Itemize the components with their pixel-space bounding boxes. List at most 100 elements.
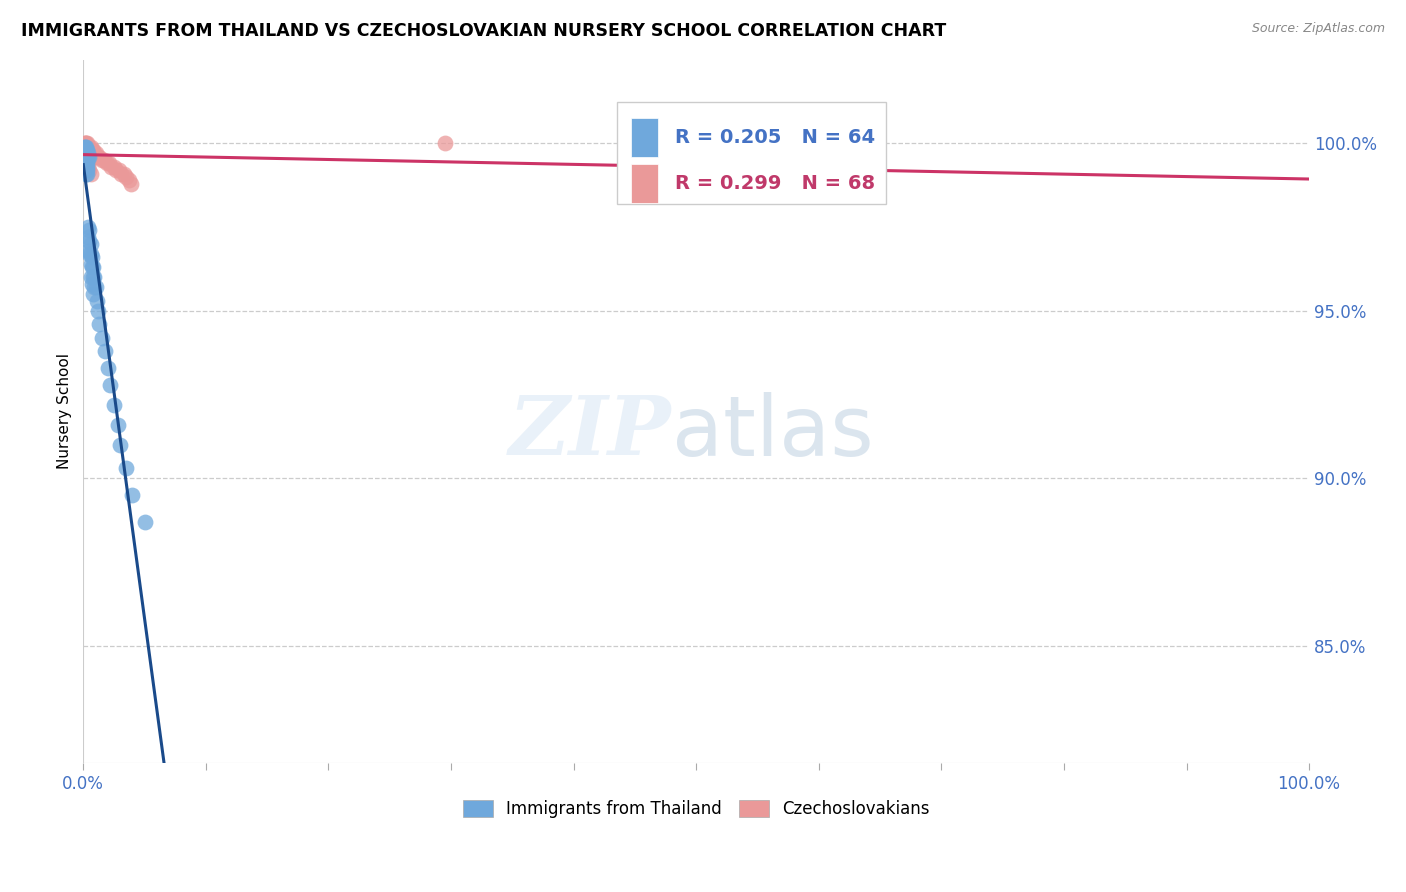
Point (93, 153, 115, 167)
Text: R = 0.299   N = 68: R = 0.299 N = 68 (675, 174, 876, 193)
Point (80, 277, 103, 291)
Point (73, 146, 96, 161)
Point (76, 143, 98, 157)
Point (79, 236, 101, 251)
Point (121, 488, 143, 502)
Point (75, 146, 97, 161)
Point (75, 143, 97, 157)
Point (79, 143, 101, 157)
Point (433, 136, 456, 151)
Point (79, 146, 101, 161)
Point (75, 146, 97, 161)
Point (76, 156, 98, 170)
Point (76, 139, 98, 153)
Point (79, 223, 101, 237)
Point (76, 156, 98, 170)
Point (76, 143, 98, 157)
Point (96, 156, 118, 170)
Point (75, 139, 97, 153)
Point (98, 156, 121, 170)
Point (117, 173, 139, 187)
Point (76, 146, 98, 161)
Point (115, 169, 138, 184)
Point (77, 146, 100, 161)
Point (75, 139, 97, 153)
Point (75, 139, 97, 153)
Bar (616, 102, 886, 204)
Point (79, 150, 101, 164)
Point (73, 139, 96, 153)
Point (77, 143, 100, 157)
Y-axis label: Nursery School: Nursery School (58, 353, 72, 469)
Point (79, 247, 101, 261)
Point (73, 139, 96, 153)
Point (77, 220, 100, 235)
Point (77, 143, 100, 157)
Point (89, 150, 111, 164)
Point (76, 136, 98, 151)
Point (77, 139, 100, 153)
Point (76, 143, 98, 157)
Point (73, 146, 96, 161)
Point (76, 139, 98, 153)
Point (75, 143, 97, 157)
Point (112, 167, 135, 181)
Text: IMMIGRANTS FROM THAILAND VS CZECHOSLOVAKIAN NURSERY SCHOOL CORRELATION CHART: IMMIGRANTS FROM THAILAND VS CZECHOSLOVAK… (21, 22, 946, 40)
Point (76, 160, 98, 174)
Point (75, 143, 97, 157)
Point (86, 293, 108, 308)
Point (75, 136, 97, 151)
Point (87, 303, 110, 318)
Point (73, 150, 96, 164)
Text: ZIP: ZIP (509, 392, 672, 473)
Point (84, 280, 107, 294)
Point (98, 377, 121, 392)
Point (83, 146, 105, 161)
Point (90, 331, 112, 345)
Legend: Immigrants from Thailand, Czechoslovakians: Immigrants from Thailand, Czechoslovakia… (456, 794, 936, 825)
Point (107, 417, 129, 432)
Point (73, 136, 96, 151)
Point (77, 150, 100, 164)
Point (80, 250, 103, 264)
Text: atlas: atlas (672, 392, 873, 473)
Point (87, 150, 110, 164)
Point (75, 143, 97, 157)
Point (77, 230, 100, 244)
Point (86, 150, 108, 164)
Point (82, 287, 104, 301)
Point (79, 247, 101, 261)
Bar (631, 164, 658, 202)
Point (73, 143, 96, 157)
Point (75, 167, 97, 181)
Point (73, 139, 96, 153)
Text: Source: ZipAtlas.com: Source: ZipAtlas.com (1251, 22, 1385, 36)
Point (79, 257, 101, 271)
Point (73, 153, 96, 167)
Point (76, 146, 98, 161)
Point (100, 160, 122, 174)
Point (103, 160, 125, 174)
Point (75, 143, 97, 157)
Point (82, 143, 104, 157)
Point (73, 143, 96, 157)
Point (76, 139, 98, 153)
Point (75, 153, 97, 167)
Point (134, 515, 156, 529)
Point (77, 244, 100, 258)
Point (73, 143, 96, 157)
Point (79, 163, 101, 178)
Point (80, 260, 103, 275)
Point (108, 163, 131, 178)
Point (73, 143, 96, 157)
Point (120, 177, 142, 191)
Point (77, 139, 100, 153)
Point (80, 143, 103, 157)
Point (90, 153, 112, 167)
Point (105, 163, 128, 178)
Point (89, 318, 111, 332)
Point (75, 156, 97, 170)
Point (79, 143, 101, 157)
Point (73, 139, 96, 153)
Point (75, 146, 97, 161)
